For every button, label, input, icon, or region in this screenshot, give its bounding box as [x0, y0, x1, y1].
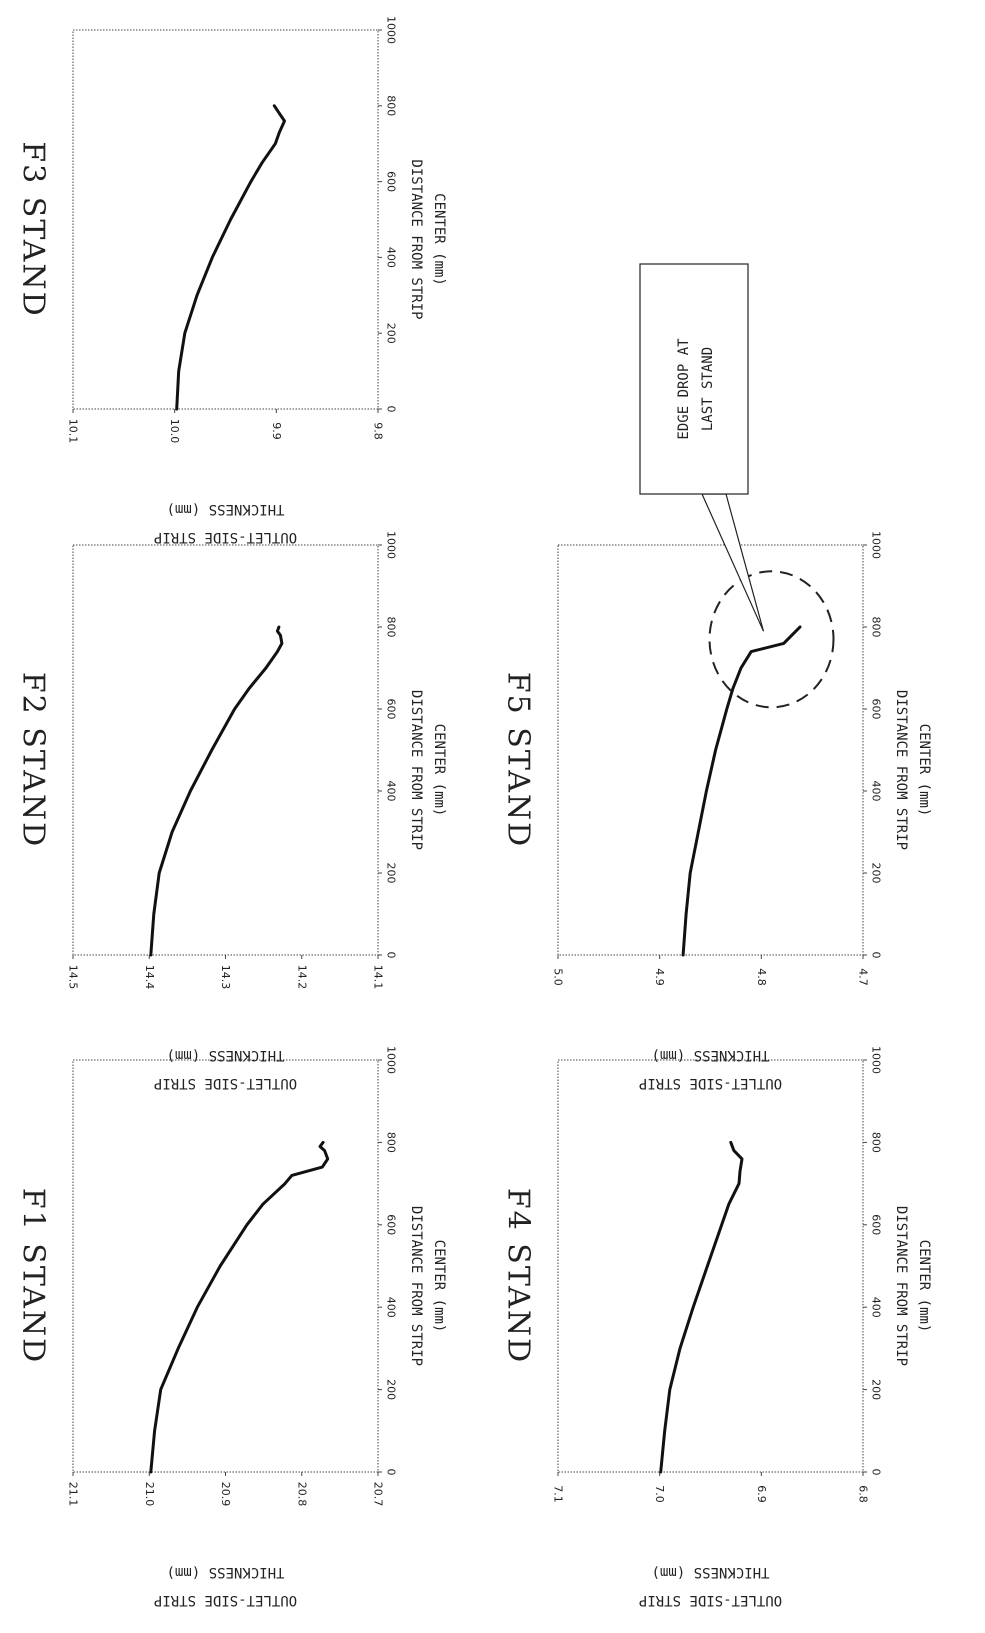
y-tick-label: 20.8 — [295, 1482, 308, 1507]
stand-title: F1 STAND — [16, 1188, 51, 1364]
x-axis-label: CENTER (mm) — [431, 724, 447, 817]
x-tick-label: 200 — [385, 1379, 398, 1400]
x-tick-label: 0 — [385, 952, 398, 959]
x-axis-label: CENTER (mm) — [916, 724, 932, 817]
callout-text: EDGE DROP AT — [676, 338, 692, 440]
y-axis-label: THICKNESS (mm) — [166, 501, 284, 517]
x-tick-label: 800 — [870, 617, 883, 638]
callout-text: LAST STAND — [700, 347, 716, 431]
x-tick-label: 1000 — [385, 16, 398, 44]
x-tick-label: 600 — [385, 171, 398, 192]
y-axis-label: THICKNESS (mm) — [166, 1047, 284, 1063]
y-tick-label: 21.0 — [143, 1482, 156, 1507]
stand-title: F4 STAND — [501, 1188, 536, 1364]
x-tick-label: 200 — [870, 1379, 883, 1400]
y-tick-label: 14.2 — [295, 965, 308, 990]
plot-frame — [73, 545, 378, 955]
thickness-profile-line — [151, 1142, 328, 1472]
x-tick-label: 400 — [385, 1297, 398, 1318]
x-axis-label: CENTER (mm) — [431, 193, 447, 286]
x-axis-label: DISTANCE FROM STRIP — [408, 159, 424, 319]
chart-panel-3: 9.8 9.9 10.0 10.1 0 200 400 600 800 1000 DISTANCE … — [16, 16, 448, 545]
x-tick-label: 200 — [385, 863, 398, 884]
x-axis-label: DISTANCE FROM STRIP — [408, 690, 424, 850]
x-axis-label: DISTANCE FROM STRIP — [408, 1206, 424, 1366]
x-tick-label: 0 — [870, 952, 883, 959]
chart-panel-5: 4.7 4.8 4.9 5.0 0 200 400 600 800 1000 DISTANCE FR… — [501, 264, 933, 1091]
y-tick-label: 5.0 — [552, 968, 565, 986]
y-tick-label: 20.7 — [372, 1482, 385, 1507]
thickness-profile-line — [177, 106, 285, 409]
y-tick-label: 4.7 — [857, 968, 870, 986]
x-axis-label: DISTANCE FROM STRIP — [893, 690, 909, 850]
x-tick-label: 1000 — [870, 1046, 883, 1074]
x-tick-label: 600 — [385, 1214, 398, 1235]
y-tick-label: 9.8 — [372, 422, 385, 440]
thickness-profile-line — [683, 627, 800, 955]
chart-panel-1: 20.7 20.8 20.9 21.0 21.1 0 200 400 600 800 1000 DIS… — [16, 1046, 448, 1608]
x-tick-label: 600 — [385, 699, 398, 720]
x-tick-label: 200 — [385, 323, 398, 344]
x-tick-label: 200 — [870, 863, 883, 884]
y-axis-label: OUTLET-SIDE STRIP — [639, 1592, 782, 1608]
chart-panel-4: 6.8 6.9 7.0 7.1 0 200 400 600 800 1000 DISTANCE FR… — [501, 1046, 933, 1608]
x-tick-label: 400 — [385, 247, 398, 268]
y-axis-label: OUTLET-SIDE STRIP — [154, 1075, 297, 1091]
y-axis-label: OUTLET-SIDE STRIP — [154, 529, 297, 545]
y-tick-label: 14.3 — [219, 965, 232, 990]
callout-box — [640, 264, 748, 494]
y-tick-label: 14.5 — [67, 965, 80, 990]
x-tick-label: 400 — [870, 1297, 883, 1318]
x-tick-label: 800 — [385, 1132, 398, 1153]
y-tick-label: 10.1 — [67, 419, 80, 444]
x-tick-label: 1000 — [385, 1046, 398, 1074]
x-tick-label: 0 — [385, 1469, 398, 1476]
x-axis-label: CENTER (mm) — [916, 1240, 932, 1333]
y-tick-label: 14.1 — [372, 965, 385, 990]
thickness-profile-line — [661, 1142, 742, 1472]
plot-frame — [73, 1060, 378, 1472]
stand-title: F5 STAND — [501, 672, 536, 848]
x-axis-label: CENTER (mm) — [431, 1240, 447, 1333]
x-tick-label: 1000 — [870, 531, 883, 559]
y-tick-label: 7.0 — [653, 1485, 666, 1503]
chart-panel-2: 14.1 14.2 14.3 14.4 14.5 0 200 400 600 800 1000 DIS… — [16, 531, 448, 1091]
y-tick-label: 10.0 — [168, 419, 181, 444]
stand-title: F2 STAND — [16, 672, 51, 848]
y-tick-label: 7.1 — [552, 1485, 565, 1503]
y-axis-label: THICKNESS (mm) — [651, 1564, 769, 1580]
x-tick-label: 400 — [870, 781, 883, 802]
x-tick-label: 400 — [385, 781, 398, 802]
plot-frame — [73, 30, 378, 409]
x-axis-label: DISTANCE FROM STRIP — [893, 1206, 909, 1366]
callout-pointer — [702, 494, 764, 631]
y-tick-label: 14.4 — [143, 965, 156, 990]
x-tick-label: 800 — [385, 95, 398, 116]
plot-frame — [558, 545, 863, 955]
y-tick-label: 4.8 — [755, 968, 768, 986]
y-tick-label: 6.9 — [755, 1485, 768, 1503]
x-tick-label: 600 — [870, 1214, 883, 1235]
y-axis-label: OUTLET-SIDE STRIP — [639, 1075, 782, 1091]
y-tick-label: 6.8 — [857, 1485, 870, 1503]
x-tick-label: 0 — [870, 1469, 883, 1476]
x-tick-label: 600 — [870, 699, 883, 720]
plot-frame — [558, 1060, 863, 1472]
y-axis-label: THICKNESS (mm) — [166, 1564, 284, 1580]
y-tick-label: 20.9 — [219, 1482, 232, 1507]
y-tick-label: 9.9 — [270, 422, 283, 440]
y-tick-label: 21.1 — [67, 1482, 80, 1507]
x-tick-label: 800 — [870, 1132, 883, 1153]
stand-title: F3 STAND — [16, 141, 51, 317]
x-tick-label: 0 — [385, 406, 398, 413]
edge-drop-circle — [710, 571, 834, 707]
thickness-profile-line — [151, 627, 282, 955]
y-axis-label: OUTLET-SIDE STRIP — [154, 1592, 297, 1608]
y-tick-label: 4.9 — [653, 968, 666, 986]
y-axis-label: THICKNESS (mm) — [651, 1047, 769, 1063]
x-tick-label: 1000 — [385, 531, 398, 559]
x-tick-label: 800 — [385, 617, 398, 638]
